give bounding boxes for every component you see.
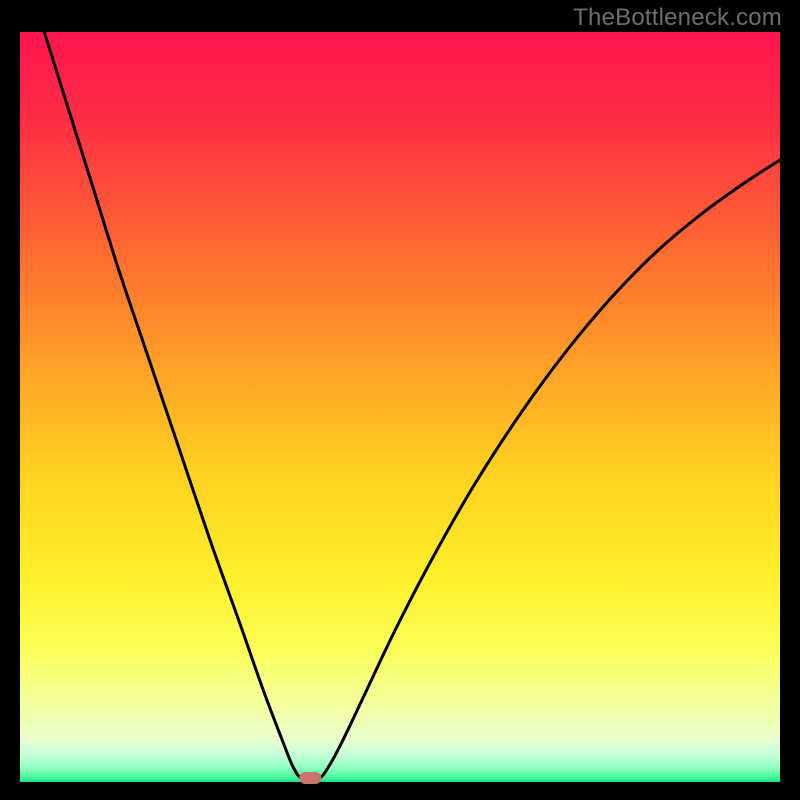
plot-background xyxy=(20,32,780,782)
chart-container xyxy=(0,0,800,800)
bottleneck-chart xyxy=(0,0,800,800)
minimum-marker xyxy=(299,772,321,784)
watermark-text: TheBottleneck.com xyxy=(573,4,782,32)
